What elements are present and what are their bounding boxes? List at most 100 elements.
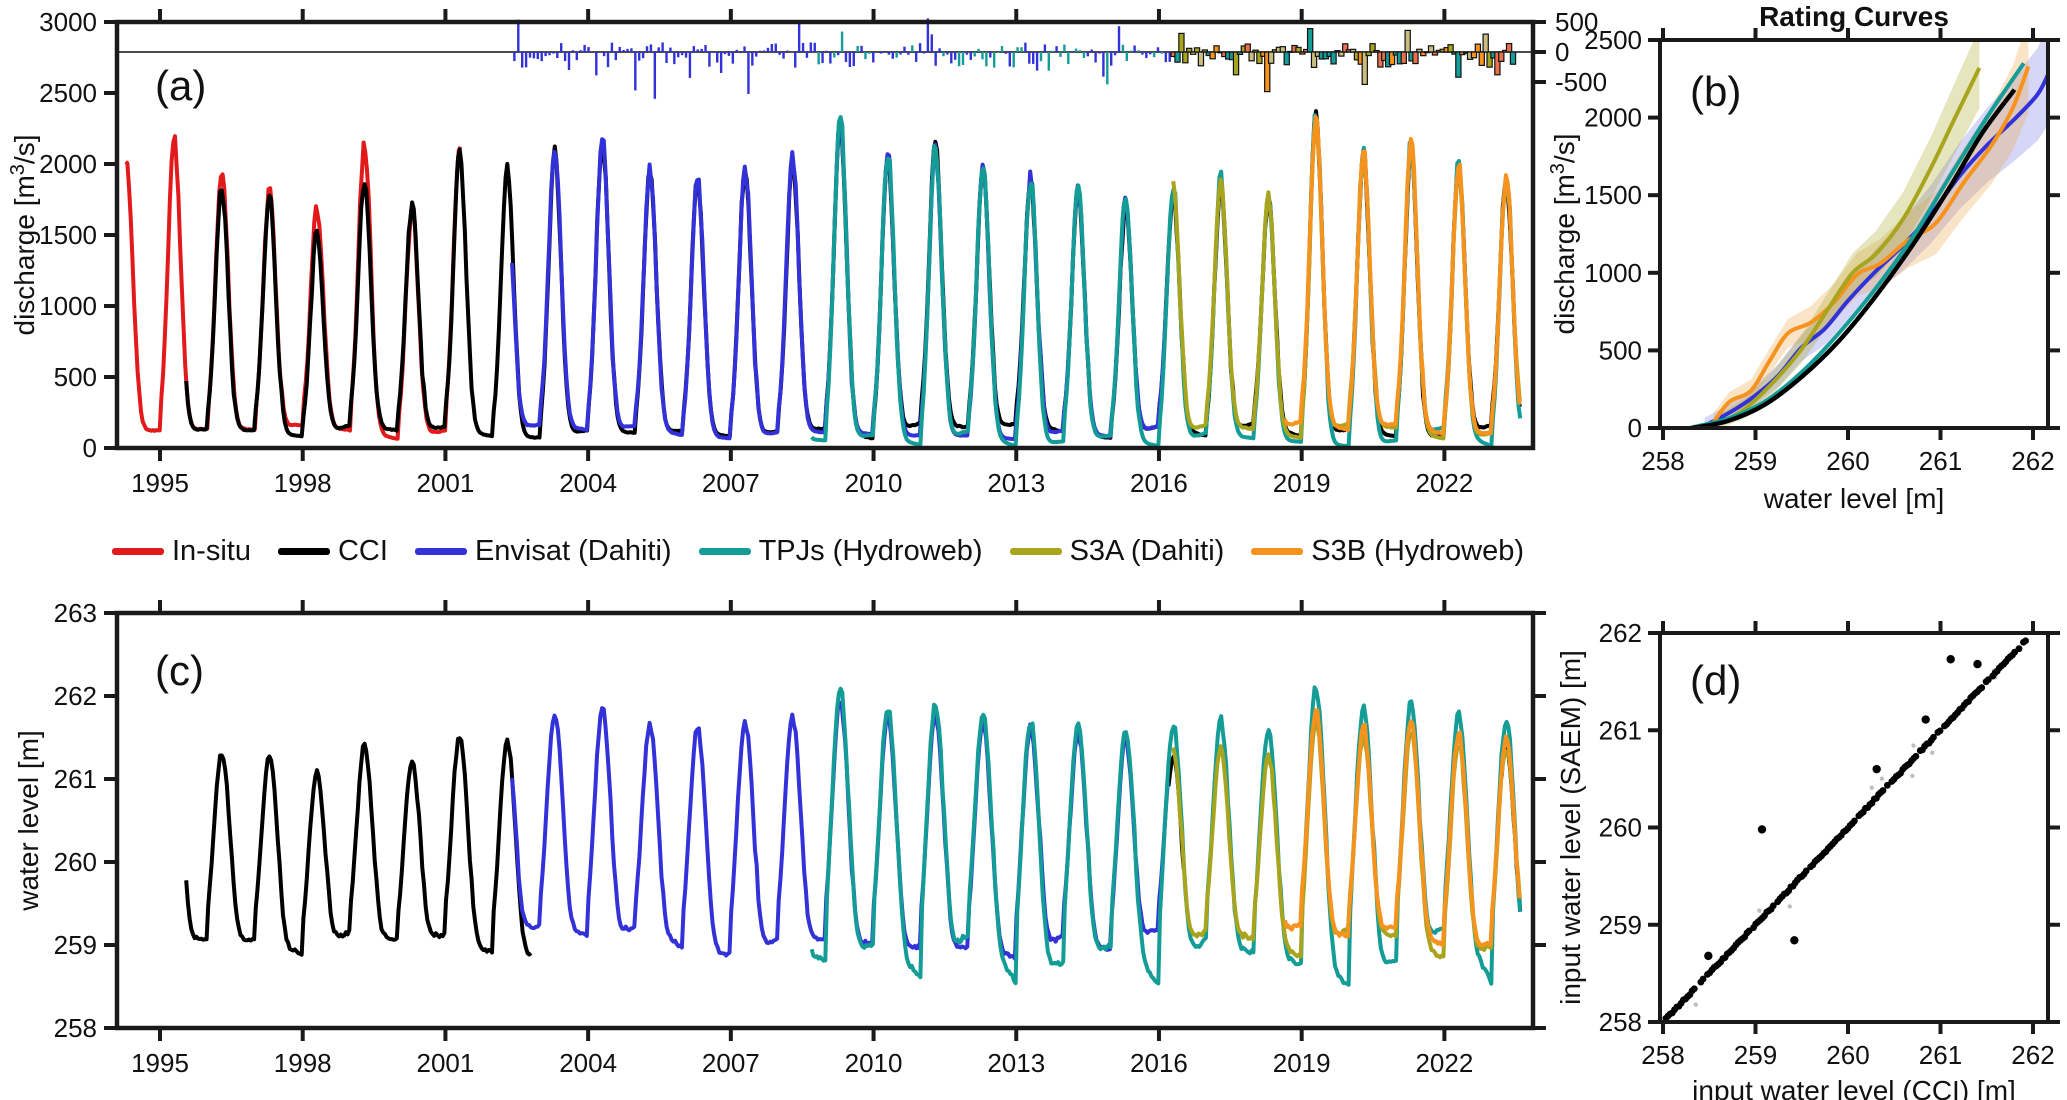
legend-label: TPJs (Hydroweb) bbox=[758, 534, 983, 567]
y-tick-label: 3000 bbox=[39, 7, 97, 37]
series-blue-discharge bbox=[510, 124, 1170, 442]
x-tick-label: 2022 bbox=[1415, 1048, 1473, 1078]
outlier-point bbox=[1946, 655, 1955, 664]
panel-label-b: (b) bbox=[1690, 68, 1741, 115]
legend-item: Envisat (Dahiti) bbox=[414, 534, 672, 568]
x-tick-label: 2007 bbox=[702, 1048, 760, 1078]
outlier-point bbox=[1757, 825, 1767, 834]
legend-label: CCI bbox=[337, 534, 388, 567]
y-axis-label: input water level (SAEM) [m] bbox=[1555, 650, 1586, 1005]
x-tick-label: 259 bbox=[1734, 446, 1777, 476]
outlier-point bbox=[1973, 659, 1982, 669]
x-tick-label: 1998 bbox=[274, 1048, 332, 1078]
series-black-water-level bbox=[184, 736, 533, 957]
x-tick-label: 1995 bbox=[131, 1048, 189, 1078]
y-tick-label: 260 bbox=[54, 847, 97, 877]
y-tick-label: 263 bbox=[54, 598, 97, 628]
y-tick-label: 261 bbox=[1599, 715, 1642, 745]
panel-a-discharge-timeseries: 1995 1998 2001 2004 2007 2010 2013 2016 2019 2022… bbox=[7, 7, 1607, 498]
legend-swatch-orange bbox=[1251, 547, 1304, 555]
y-tick-label: 1500 bbox=[39, 220, 97, 250]
x-tick-label: 2016 bbox=[1130, 468, 1188, 498]
x-tick-label: 2010 bbox=[845, 468, 903, 498]
rating-curve-orange bbox=[1712, 65, 2031, 424]
residual-tick-label: 0 bbox=[1555, 37, 1569, 67]
x-tick-label: 258 bbox=[1641, 1040, 1684, 1070]
x-tick-label: 262 bbox=[2011, 446, 2054, 476]
legend-item: In-situ bbox=[112, 535, 251, 568]
x-tick-label: 260 bbox=[1826, 446, 1869, 476]
residual-bars bbox=[513, 18, 1517, 99]
panel-b-rating-curves: 258 259 260 261 26205001000150020002500water… bbox=[1547, 1, 2060, 514]
y-tick-label: 258 bbox=[54, 1013, 97, 1043]
outlier-point bbox=[1872, 764, 1881, 774]
scatter-points bbox=[1662, 637, 2029, 1022]
legend-item: TPJs (Hydroweb) bbox=[698, 534, 983, 568]
x-tick-label: 261 bbox=[1919, 1040, 1962, 1070]
legend-item: S3A (Dahiti) bbox=[1009, 534, 1225, 568]
x-axis-label: water level [m] bbox=[1763, 483, 1945, 514]
y-tick-label: 1000 bbox=[1584, 258, 1642, 288]
y-tick-label: 258 bbox=[1599, 1007, 1642, 1037]
y-tick-label: 2500 bbox=[1584, 25, 1642, 55]
legend-label: In-situ bbox=[172, 534, 251, 567]
x-tick-label: 2019 bbox=[1273, 468, 1331, 498]
y-axis-label: water level [m] bbox=[13, 730, 44, 912]
x-tick-label: 2001 bbox=[416, 1048, 474, 1078]
legend-label: S3B (Hydroweb) bbox=[1311, 534, 1525, 567]
y-tick-label: 1000 bbox=[39, 291, 97, 321]
x-tick-label: 261 bbox=[1919, 446, 1962, 476]
x-tick-label: 2013 bbox=[987, 468, 1045, 498]
x-tick-label: 2019 bbox=[1273, 1048, 1331, 1078]
x-tick-label: 2013 bbox=[987, 1048, 1045, 1078]
rating-curve-black bbox=[1692, 88, 2017, 428]
outlier-point bbox=[1704, 951, 1713, 961]
panel-label-d: (d) bbox=[1690, 657, 1741, 704]
legend-swatch-teal bbox=[698, 547, 751, 555]
x-tick-label: 2016 bbox=[1130, 1048, 1188, 1078]
panel-label-c: (c) bbox=[155, 647, 204, 694]
panel-c-water-level-timeseries: 1995 1998 2001 2004 2007 2010 2013 2016 2019 2022… bbox=[13, 598, 1546, 1078]
panel-label-a: (a) bbox=[155, 62, 206, 109]
y-tick-label: 262 bbox=[54, 681, 97, 711]
legend-label: S3A (Dahiti) bbox=[1069, 534, 1225, 567]
x-tick-label: 2007 bbox=[702, 468, 760, 498]
rating-curve-teal bbox=[1688, 62, 2026, 428]
x-tick-label: 2001 bbox=[416, 468, 474, 498]
legend-swatch-blue bbox=[414, 547, 467, 555]
x-tick-label: 2022 bbox=[1415, 468, 1473, 498]
x-tick-label: 2004 bbox=[559, 1048, 617, 1078]
x-axis-label: input water level (CCI) [m] bbox=[1692, 1075, 2016, 1100]
y-tick-label: 2000 bbox=[1584, 103, 1642, 133]
legend-item: CCI bbox=[277, 534, 388, 568]
series-orange-discharge bbox=[1283, 114, 1522, 436]
y-tick-label: 2000 bbox=[39, 149, 97, 179]
outlier-point bbox=[1790, 936, 1799, 945]
y-tick-label: 260 bbox=[1599, 813, 1642, 843]
x-tick-label: 1998 bbox=[274, 468, 332, 498]
x-tick-label: 2010 bbox=[845, 1048, 903, 1078]
x-tick-label: 259 bbox=[1734, 1040, 1777, 1070]
uncertainty-band-orange bbox=[1713, 40, 2029, 428]
y-tick-label: 2500 bbox=[39, 78, 97, 108]
legend-swatch-black bbox=[277, 547, 330, 555]
x-tick-label: 2004 bbox=[559, 468, 617, 498]
series-blue-water-level bbox=[510, 700, 1170, 961]
y-tick-label: 500 bbox=[54, 362, 97, 392]
legend-swatch-olive bbox=[1009, 547, 1062, 555]
y-tick-label: 261 bbox=[54, 764, 97, 794]
legend-label: Envisat (Dahiti) bbox=[474, 534, 672, 567]
outlier-point bbox=[1921, 715, 1930, 724]
legend: In-situ CCI Envisat (Dahiti) TPJs (Hydroweb… bbox=[112, 531, 1524, 571]
legend-item: S3B (Hydroweb) bbox=[1251, 535, 1524, 568]
y-tick-label: 0 bbox=[1628, 413, 1642, 443]
x-tick-label: 1995 bbox=[131, 468, 189, 498]
y-tick-label: 0 bbox=[83, 433, 97, 463]
panel-d-water-level-scatter: 258 259 260 261 262 258 259 260 261 262 input wate… bbox=[1555, 618, 2060, 1100]
series-orange-water-level bbox=[1283, 708, 1522, 948]
y-axis-label: discharge [m3/s] bbox=[1547, 134, 1580, 335]
plot-frame bbox=[114, 610, 1536, 1031]
x-tick-label: 260 bbox=[1826, 1040, 1869, 1070]
residual-tick-label: 500 bbox=[1555, 7, 1598, 37]
